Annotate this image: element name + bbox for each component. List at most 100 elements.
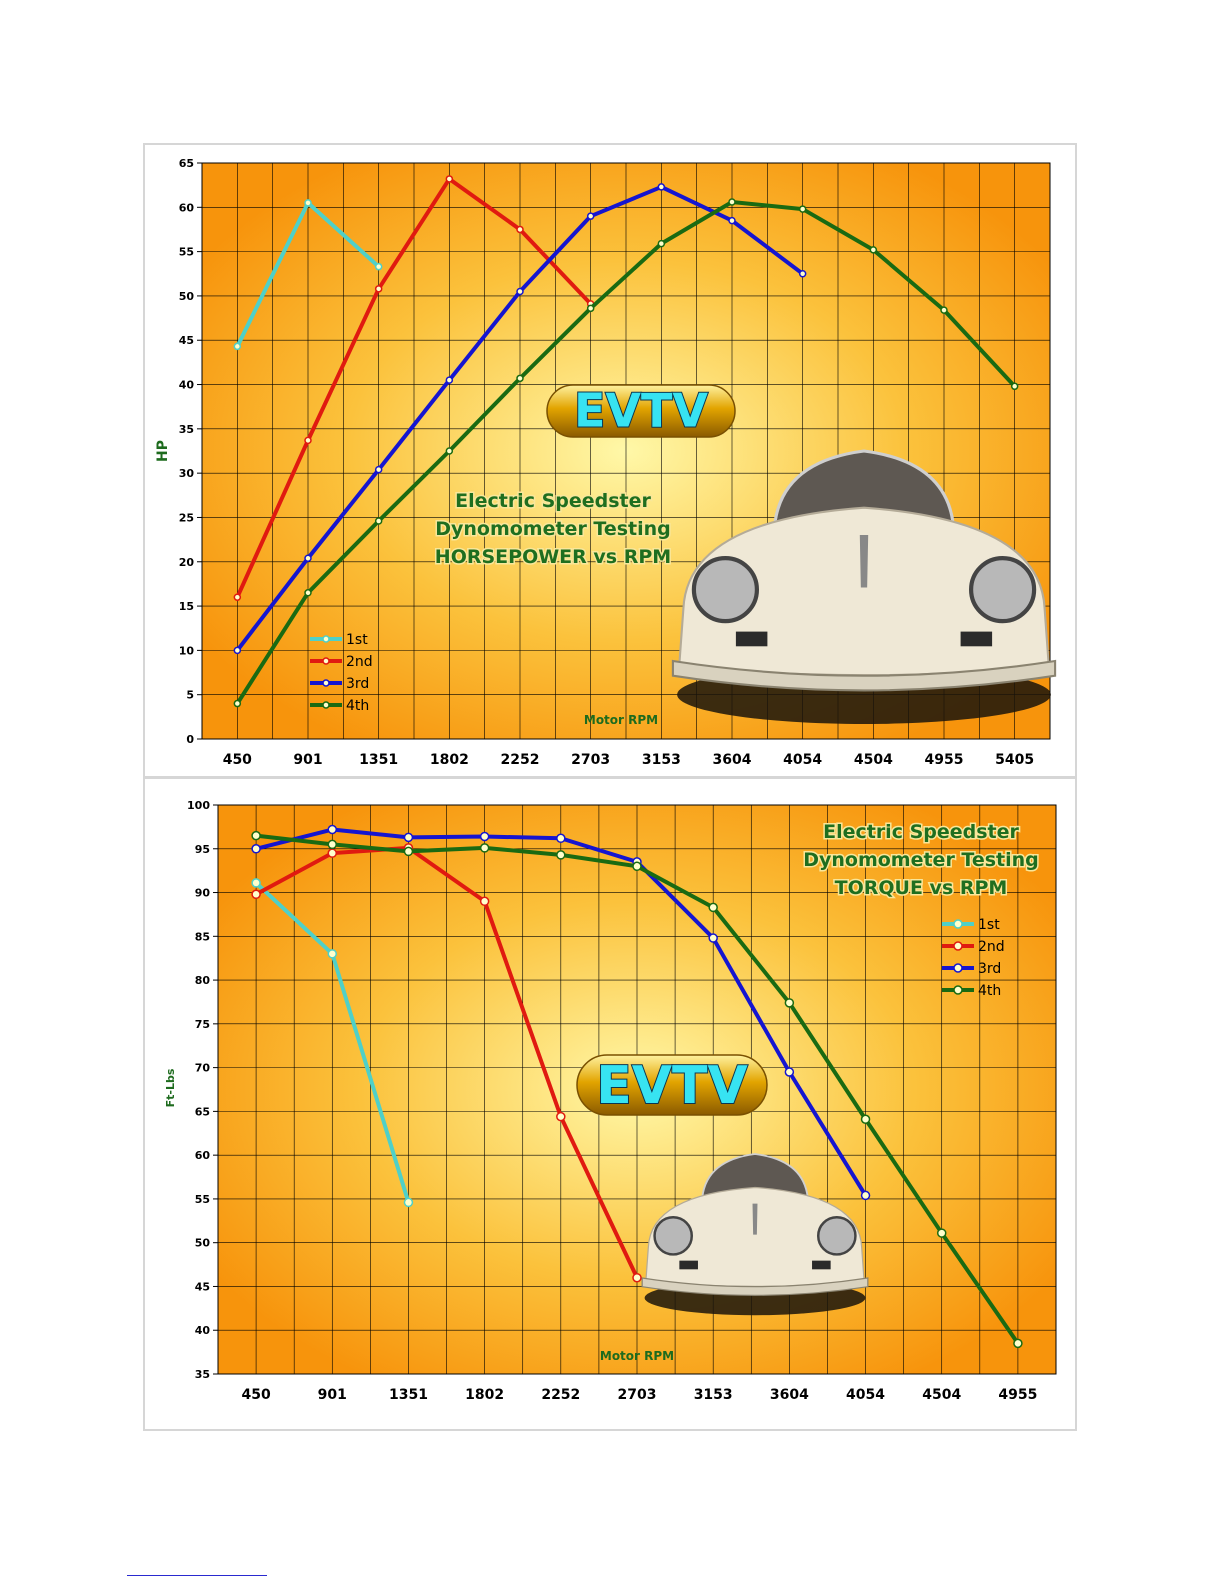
y-tick-label: 85 xyxy=(195,930,210,943)
x-tick-label: 1351 xyxy=(359,752,398,768)
data-point-4th xyxy=(586,304,595,313)
y-tick-label: 50 xyxy=(179,290,195,303)
data-point-3rd xyxy=(784,1067,795,1077)
x-tick-label: 3153 xyxy=(694,1387,733,1403)
data-point-4th xyxy=(784,998,795,1008)
x-tick-label: 450 xyxy=(223,752,252,768)
data-point-3rd xyxy=(728,216,736,225)
y-tick-label: 0 xyxy=(186,733,194,746)
speedster-car-image-headlight-right xyxy=(968,555,1037,624)
legend-label-1st: 1st xyxy=(346,632,368,648)
speedster-car-image-bumper xyxy=(641,1277,869,1296)
chart-title-line: Dynomometer Testing xyxy=(435,518,671,540)
data-point-3rd xyxy=(479,831,490,842)
x-tick-label: 3604 xyxy=(713,752,752,768)
x-tick-label: 901 xyxy=(293,752,322,768)
x-tick-label: 3604 xyxy=(770,1387,809,1403)
data-point-2nd xyxy=(445,175,454,183)
data-point-4th xyxy=(556,850,566,860)
x-tick-label: 5405 xyxy=(995,752,1034,768)
x-axis-title: Motor RPM xyxy=(600,1349,674,1363)
y-tick-label: 40 xyxy=(195,1324,211,1337)
speedster-car-image-top xyxy=(772,449,956,527)
y-tick-label: 75 xyxy=(195,1018,210,1031)
data-point-3rd xyxy=(657,183,666,191)
y-tick-label: 60 xyxy=(179,201,195,214)
data-point-2nd xyxy=(251,889,261,900)
data-point-2nd xyxy=(632,1272,642,1283)
data-point-3rd xyxy=(556,833,566,844)
legend-label-3rd: 3rd xyxy=(346,676,369,692)
x-tick-label: 2703 xyxy=(571,752,610,768)
x-tick-label: 1351 xyxy=(389,1387,428,1403)
y-tick-label: 35 xyxy=(179,423,194,436)
data-point-4th xyxy=(251,830,261,841)
data-point-4th xyxy=(374,517,383,525)
x-tick-label: 901 xyxy=(318,1387,347,1403)
data-point-4th xyxy=(657,239,666,248)
x-tick-label: 4955 xyxy=(998,1387,1037,1403)
legend-marker-1st xyxy=(322,635,330,643)
legend-marker-2nd xyxy=(953,941,963,951)
data-point-2nd xyxy=(556,1111,566,1122)
x-axis-title: Motor RPM xyxy=(584,713,658,727)
data-point-2nd xyxy=(233,593,242,601)
y-axis-title: Ft-Lbs xyxy=(164,1068,177,1107)
legend-marker-4th xyxy=(953,985,963,995)
evtv-logo-text: EVTV xyxy=(574,384,708,438)
data-point-3rd xyxy=(403,832,414,843)
speedster-car-image xyxy=(641,1153,869,1316)
y-axis-title: HP xyxy=(155,440,171,462)
data-point-2nd xyxy=(479,896,490,907)
data-point-4th xyxy=(479,843,490,853)
y-tick-label: 60 xyxy=(195,1149,211,1162)
evtv-logo-badge xyxy=(546,384,736,438)
data-point-4th xyxy=(1013,1338,1023,1349)
x-tick-label: 4054 xyxy=(783,752,822,768)
data-point-3rd xyxy=(798,270,807,278)
data-point-3rd xyxy=(374,465,383,474)
data-point-4th xyxy=(798,205,807,213)
legend-marker-2nd xyxy=(322,657,330,665)
data-point-1st xyxy=(327,949,338,959)
data-point-3rd xyxy=(233,646,242,655)
x-tick-label: 4955 xyxy=(925,752,964,768)
x-tick-label: 2703 xyxy=(618,1387,657,1403)
y-tick-label: 100 xyxy=(187,799,210,812)
data-point-4th xyxy=(516,374,524,383)
data-point-2nd xyxy=(327,848,338,858)
y-tick-label: 50 xyxy=(195,1237,211,1250)
data-point-1st xyxy=(403,1197,414,1208)
y-tick-label: 40 xyxy=(179,379,195,392)
x-tick-label: 4504 xyxy=(854,752,893,768)
speedster-car-image-grille-right xyxy=(960,631,993,647)
legend-marker-3rd xyxy=(322,679,330,687)
series-line-2nd xyxy=(254,845,639,1280)
data-point-4th xyxy=(445,447,454,455)
evtv-logo-text: EVTV xyxy=(596,1056,747,1116)
legend-marker-3rd xyxy=(953,963,963,973)
y-tick-label: 15 xyxy=(179,600,194,613)
data-point-1st xyxy=(233,342,242,351)
data-point-4th xyxy=(632,861,642,872)
speedster-car-image-hood-handle xyxy=(859,535,869,588)
series-line-4th xyxy=(235,199,1017,706)
legend-label-2nd: 2nd xyxy=(978,939,1005,955)
y-tick-label: 20 xyxy=(179,556,195,569)
data-point-1st xyxy=(251,878,261,888)
legend-label-4th: 4th xyxy=(978,983,1001,999)
speedster-car-image-headlight-left xyxy=(691,555,760,624)
x-tick-label: 450 xyxy=(241,1387,270,1403)
y-tick-label: 65 xyxy=(179,157,194,170)
chart-title-line: Electric Speedster xyxy=(455,490,651,512)
torque-chart: 35 40 45 50 55 60 65 70 75 80 85 90 95 100 450 901 1351 1… xyxy=(164,799,1057,1403)
data-point-4th xyxy=(728,198,736,206)
y-tick-label: 25 xyxy=(179,511,194,524)
speedster-car-image-headlight-left xyxy=(653,1216,693,1256)
speedster-car-image-headlight-right xyxy=(817,1216,857,1256)
y-tick-label: 5 xyxy=(186,689,194,702)
data-point-3rd xyxy=(304,554,312,562)
data-point-4th xyxy=(403,846,414,857)
torque-chart-frame: 35 40 45 50 55 60 65 70 75 80 85 90 95 100 450 901 1351 1… xyxy=(143,777,1077,1431)
y-tick-label: 55 xyxy=(195,1193,210,1206)
